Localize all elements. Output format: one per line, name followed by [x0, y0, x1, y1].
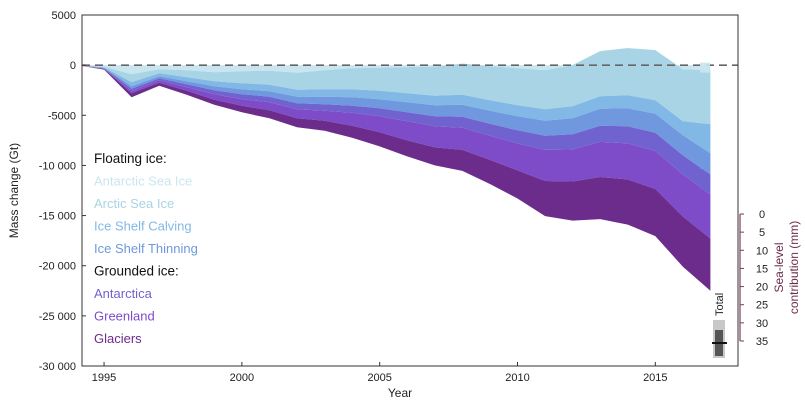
- sea-level-tick-label: 35: [756, 336, 768, 348]
- sea-level-axis: 0 5 10 15 20 25 30 35: [739, 209, 768, 348]
- area-antarctic-sea-ice: [82, 48, 711, 75]
- area-glaciers: [82, 65, 711, 291]
- x-tick-label: 2000: [230, 372, 254, 384]
- x-axis-title: Year: [388, 386, 412, 400]
- sea-level-axis-title: Sea-levelcontribution (mm): [772, 221, 801, 314]
- end-markers: [700, 62, 710, 270]
- legend-item-glaciers: Glaciers: [94, 331, 142, 346]
- sea-level-tick-label: 5: [759, 227, 765, 239]
- y-tick-label: -30 000: [39, 361, 76, 373]
- sea-level-tick-label: 10: [756, 245, 768, 257]
- y-tick-label: -15 000: [39, 211, 76, 223]
- x-axis-ticks: 1995 2000 2005 2010 2015: [92, 362, 668, 384]
- end-marker-ice-shelf-calving: [700, 133, 710, 144]
- end-marker-glaciers: [700, 259, 710, 270]
- legend-item-arctic-sea-ice: Arctic Sea Ice: [94, 196, 174, 211]
- end-marker-ice-shelf-thinning: [700, 158, 710, 169]
- y-axis-ticks: 5000 0 -5000 -10 000 -15 000 -20 000 -25 000 -3…: [39, 10, 86, 373]
- x-tick-label: 2010: [505, 372, 529, 384]
- stacked-areas: [82, 48, 711, 291]
- area-antarctica: [82, 65, 711, 195]
- legend-item-antarctica: Antarctica: [94, 286, 153, 301]
- legend-item-antarctic-sea-ice: Antarctic Sea Ice: [94, 174, 192, 189]
- total-bar-label: Total: [714, 293, 726, 316]
- plot-frame: [81, 14, 739, 367]
- area-ice-shelf-calving: [82, 65, 711, 154]
- y-tick-label: -5000: [48, 110, 76, 122]
- sea-level-tick-label: 20: [756, 282, 768, 294]
- end-marker-antarctic-sea-ice: [700, 62, 710, 73]
- sea-level-tick-label: 25: [756, 300, 768, 312]
- sea-level-tick-label: 15: [756, 263, 768, 275]
- y-tick-label: -20 000: [39, 261, 76, 273]
- x-tick-label: 2015: [643, 372, 667, 384]
- end-marker-antarctica: [700, 179, 710, 190]
- end-marker-greenland: [700, 211, 710, 222]
- x-tick-label: 2005: [367, 372, 391, 384]
- y-tick-label: -10 000: [39, 160, 76, 172]
- y-tick-label: 5000: [52, 10, 76, 22]
- end-marker-arctic-sea-ice: [700, 92, 710, 103]
- x-tick-label: 1995: [92, 372, 116, 384]
- y-axis-title: Mass change (Gt): [7, 143, 21, 238]
- area-arctic-sea-ice: [82, 48, 711, 125]
- sea-level-tick-label: 30: [756, 318, 768, 330]
- area-greenland: [82, 65, 711, 239]
- legend-item-ice-shelf-thinning: Ice Shelf Thinning: [94, 241, 198, 256]
- legend-header: Floating ice:: [94, 151, 167, 166]
- legend-item-greenland: Greenland: [94, 309, 155, 324]
- sea-level-tick-label: 0: [759, 209, 765, 221]
- legend-item-ice-shelf-calving: Ice Shelf Calving: [94, 219, 192, 234]
- total-bar-group: Total: [712, 293, 727, 358]
- legend-header: Grounded ice:: [94, 264, 179, 279]
- legend: Floating ice: Antarctic Sea Ice Arctic Sea…: [94, 151, 198, 346]
- y-tick-label: 0: [70, 60, 76, 72]
- y-tick-label: -25 000: [39, 311, 76, 323]
- area-ice-shelf-thinning: [82, 65, 711, 175]
